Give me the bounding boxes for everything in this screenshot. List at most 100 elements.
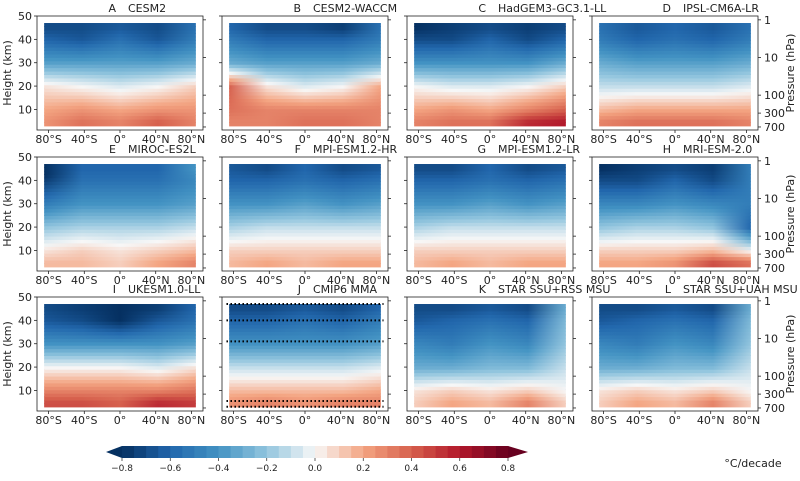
heatmap-band bbox=[229, 222, 381, 227]
heatmap-band bbox=[229, 205, 381, 210]
heatmap-band bbox=[229, 321, 381, 326]
colorbar-segment bbox=[315, 446, 328, 458]
heatmap-band bbox=[414, 358, 566, 363]
heatmap-band bbox=[229, 256, 381, 261]
heatmap-band bbox=[599, 379, 751, 384]
heatmap-band bbox=[44, 379, 196, 384]
x-tick-label: 40°N bbox=[142, 133, 170, 146]
heatmap-band bbox=[44, 170, 196, 175]
x-tick-label: 0° bbox=[484, 133, 497, 146]
x-tick-label: 0° bbox=[484, 274, 497, 287]
heatmap-band bbox=[44, 81, 196, 86]
heatmap-band bbox=[414, 122, 566, 127]
heatmap-band bbox=[229, 122, 381, 127]
colorbar-segment bbox=[146, 446, 159, 458]
heatmap-band bbox=[414, 263, 566, 268]
heatmap-band bbox=[229, 345, 381, 350]
heatmap-band bbox=[599, 60, 751, 65]
pressure-tick-label: 10 bbox=[764, 51, 778, 64]
heatmap-band bbox=[599, 389, 751, 394]
heatmap-band bbox=[414, 351, 566, 357]
heatmap-band bbox=[599, 88, 751, 93]
colorbar-segment bbox=[218, 446, 232, 458]
x-tick-label: 80°N bbox=[363, 274, 391, 287]
heatmap-band bbox=[599, 98, 751, 103]
panel-title: UKESM1.0-LL bbox=[128, 283, 201, 296]
heatmap-band bbox=[599, 40, 751, 45]
x-tick-label: 80°N bbox=[178, 274, 206, 287]
heatmap-band bbox=[599, 253, 751, 258]
panel-d: D IPSL-CM6A-LR 80°S 40°S 0° 40°N 80°N 1 10 100 300… bbox=[589, 2, 797, 146]
x-tick-label: 40°S bbox=[71, 133, 97, 146]
colorbar-segment bbox=[411, 446, 425, 458]
pressure-tick-label: 700 bbox=[764, 402, 785, 415]
heatmap-band bbox=[414, 304, 566, 309]
heatmap-band bbox=[44, 253, 196, 258]
x-tick-label: 80°S bbox=[405, 274, 431, 287]
heatmap-band bbox=[599, 314, 751, 319]
x-tick-label: 40°N bbox=[697, 133, 725, 146]
heatmap-band bbox=[229, 232, 381, 237]
x-tick-label: 80°S bbox=[220, 414, 246, 427]
heatmap-band bbox=[229, 98, 381, 103]
x-tick-label: 40°S bbox=[441, 274, 467, 287]
heatmap-band bbox=[44, 321, 196, 326]
heatmap-band bbox=[414, 215, 566, 220]
heatmap-band bbox=[599, 327, 751, 333]
heatmap-band bbox=[229, 396, 381, 401]
heatmap-band bbox=[229, 174, 381, 179]
x-tick-label: 40°N bbox=[327, 274, 355, 287]
heatmap-band bbox=[414, 324, 566, 329]
heatmap-band bbox=[414, 327, 566, 333]
heatmap-band bbox=[599, 174, 751, 179]
heatmap-band bbox=[44, 327, 196, 333]
x-tick-label: 80°N bbox=[733, 414, 761, 427]
x-tick-label: 40°N bbox=[697, 274, 725, 287]
heatmap-band bbox=[599, 321, 751, 326]
heatmap-band bbox=[44, 122, 196, 127]
x-tick-label: 0° bbox=[114, 133, 127, 146]
heatmap-band bbox=[229, 101, 381, 106]
heatmap-band bbox=[229, 379, 381, 384]
heatmap-band bbox=[599, 345, 751, 350]
y-tick-label: 20 bbox=[18, 80, 32, 93]
heatmap-band bbox=[599, 122, 751, 127]
x-tick-label: 40°S bbox=[441, 414, 467, 427]
heatmap-band bbox=[599, 184, 751, 189]
heatmap-band bbox=[44, 77, 196, 82]
heatmap-band bbox=[229, 208, 381, 213]
pressure-tick-label: 10 bbox=[764, 332, 778, 345]
heatmap-band bbox=[44, 211, 196, 217]
heatmap-band bbox=[414, 46, 566, 52]
panel-title: CMIP6 MMA bbox=[313, 283, 378, 296]
heatmap-band bbox=[599, 372, 751, 377]
heatmap-band bbox=[229, 77, 381, 82]
heatmap-band bbox=[414, 348, 566, 353]
heatmap-band bbox=[44, 348, 196, 353]
heatmap-band bbox=[229, 253, 381, 258]
heatmap-band bbox=[44, 53, 196, 58]
y-tick-label: 10 bbox=[18, 103, 32, 116]
y-tick-label: 10 bbox=[18, 384, 32, 397]
heatmap-band bbox=[414, 60, 566, 65]
colorbar-segment bbox=[182, 446, 195, 458]
heatmap-band bbox=[599, 365, 751, 370]
heatmap-band bbox=[44, 181, 196, 186]
colorbar-segment bbox=[399, 446, 412, 458]
heatmap-band bbox=[414, 379, 566, 384]
panel-title: MRI-ESM-2.0 bbox=[683, 143, 752, 156]
heatmap-band bbox=[414, 53, 566, 58]
heatmap-band bbox=[44, 351, 196, 357]
heatmap-band bbox=[414, 105, 566, 110]
heatmap-band bbox=[44, 105, 196, 110]
pressure-tick-label: 300 bbox=[764, 388, 785, 401]
x-tick-label: 40°N bbox=[512, 274, 540, 287]
x-tick-label: 40°S bbox=[626, 414, 652, 427]
heatmap-band bbox=[414, 98, 566, 103]
colorbar-segment bbox=[375, 446, 388, 458]
x-tick-label: 0° bbox=[299, 274, 312, 287]
heatmap-band bbox=[414, 181, 566, 186]
heatmap-band bbox=[414, 246, 566, 251]
x-tick-label: 80°N bbox=[733, 133, 761, 146]
heatmap-band bbox=[44, 57, 196, 62]
